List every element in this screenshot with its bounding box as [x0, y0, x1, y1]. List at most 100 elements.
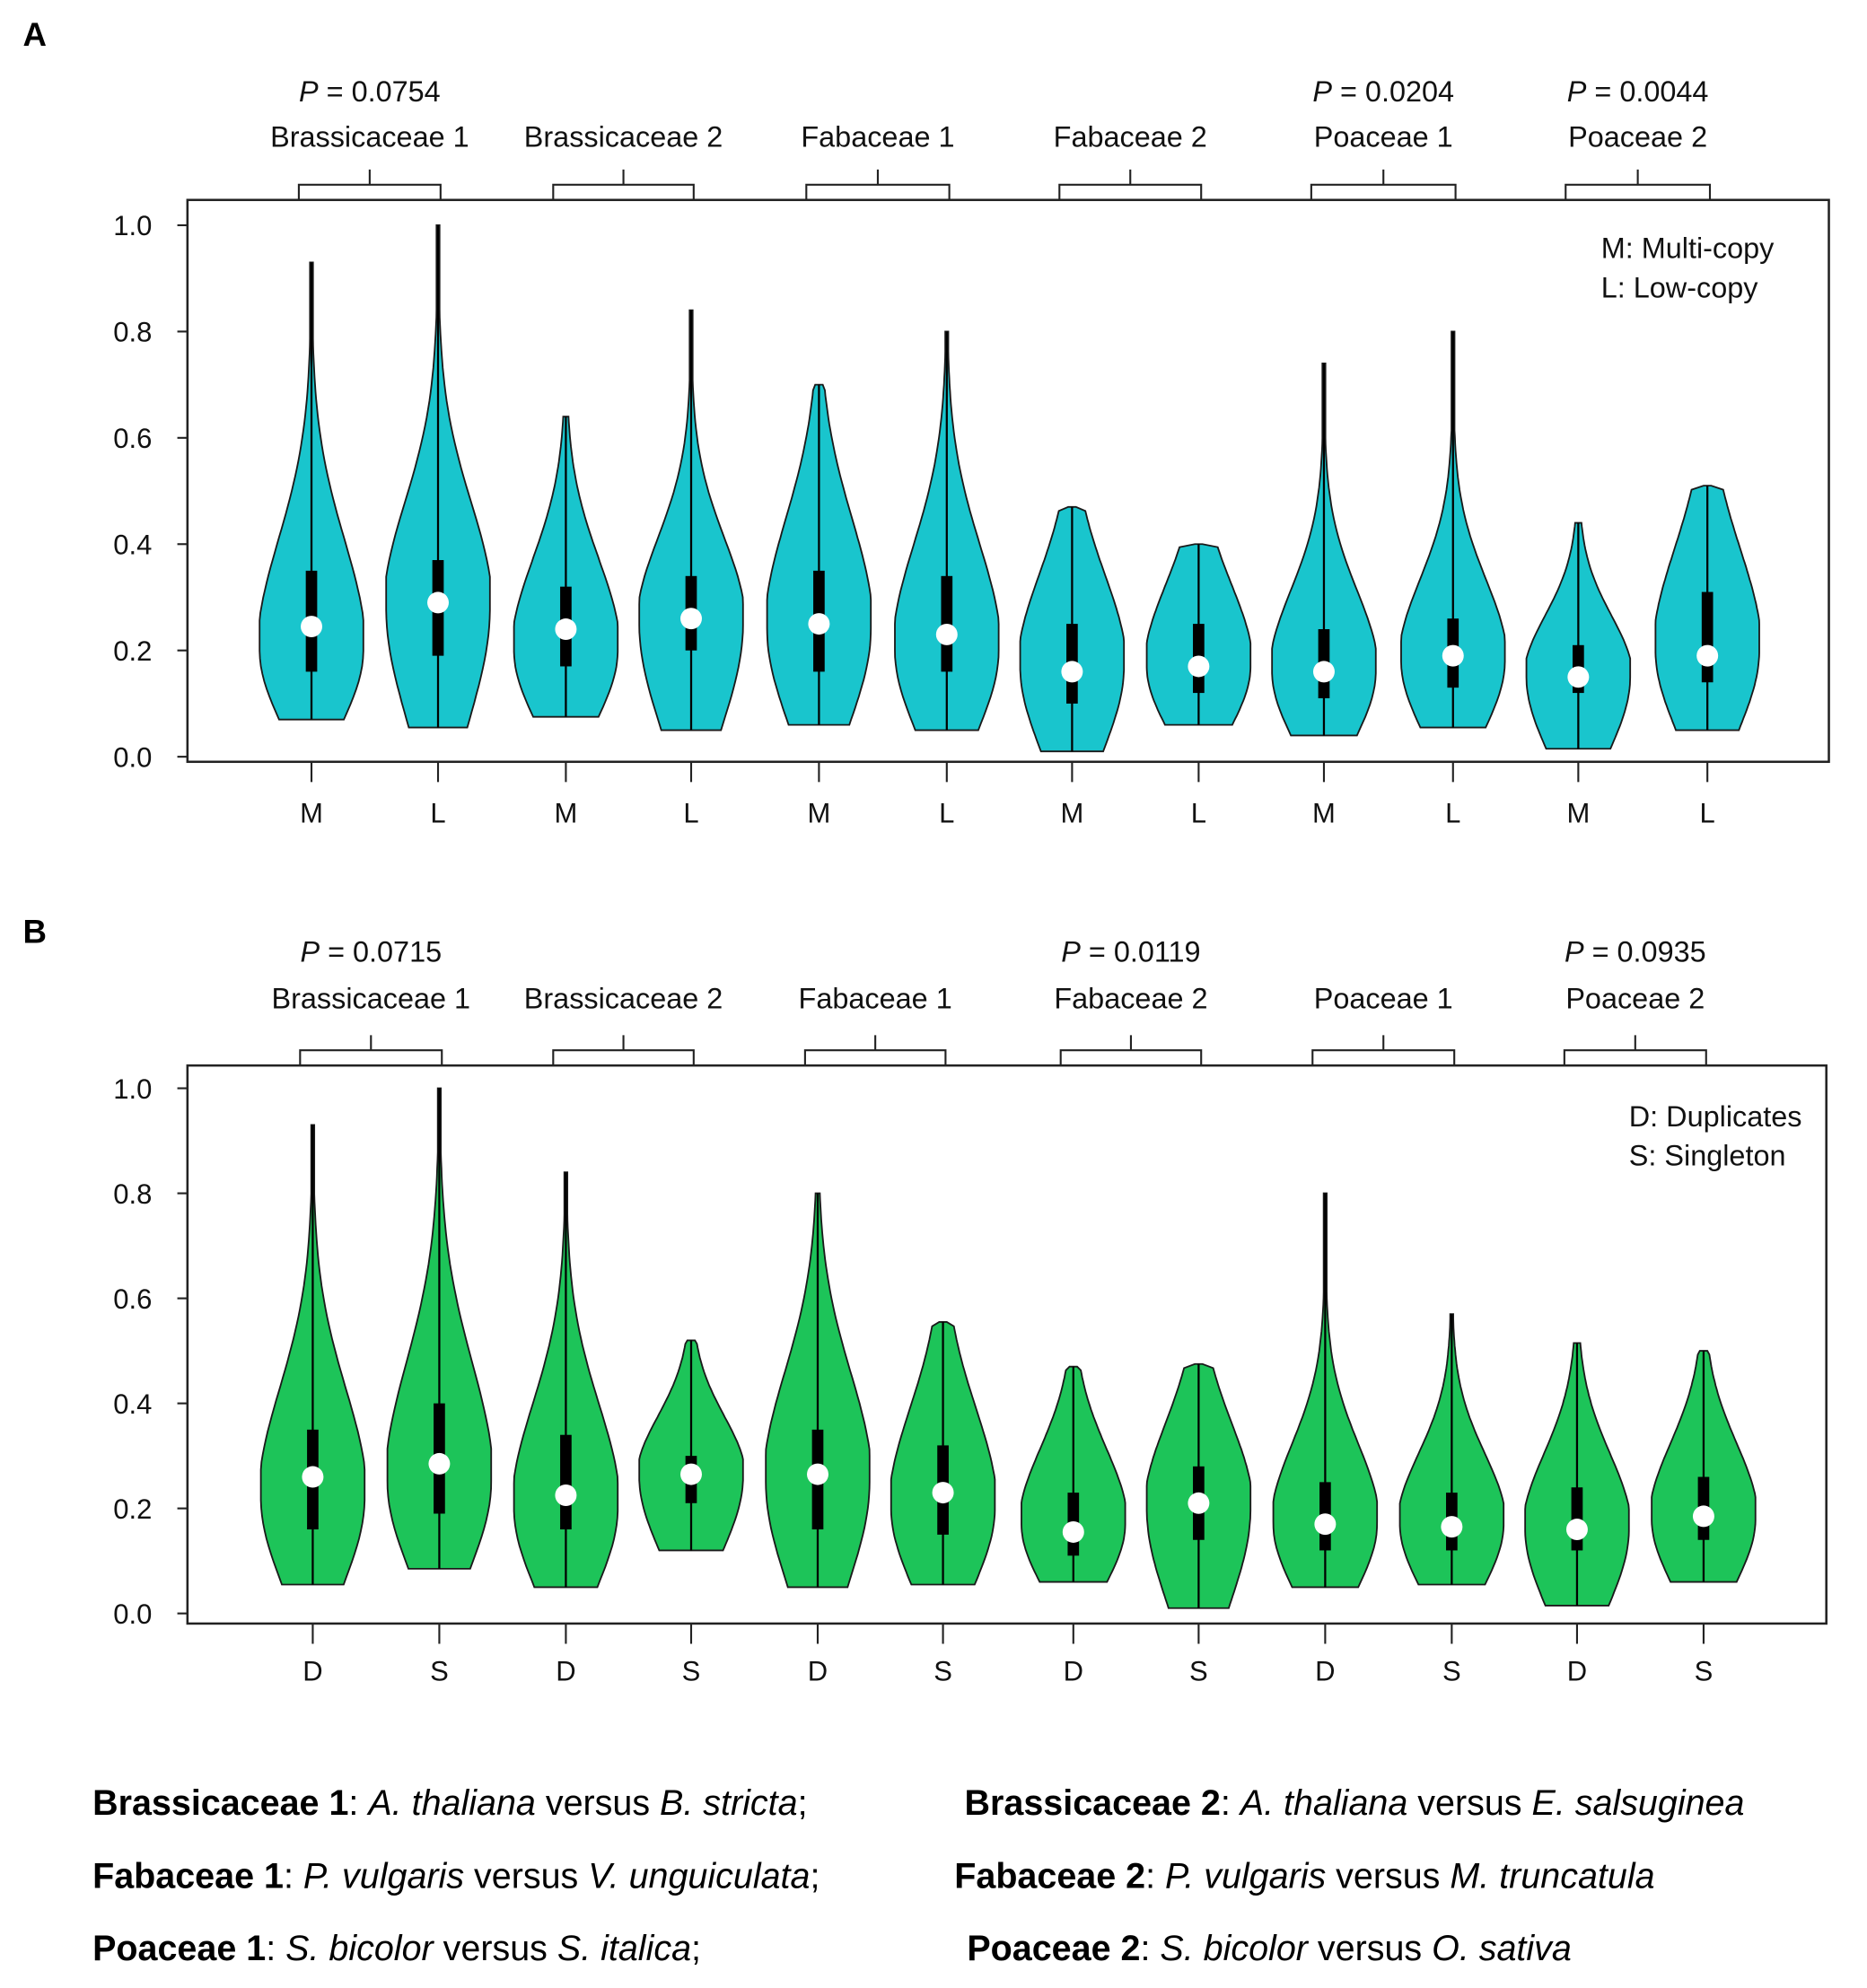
p-value-label: P = 0.0044 — [1567, 75, 1709, 108]
median-dot — [1567, 666, 1590, 688]
group-bracket — [297, 169, 442, 200]
y-tick-label: 0.2 — [113, 635, 152, 667]
iqr-box — [1701, 591, 1714, 683]
plot-frame — [186, 1064, 1828, 1625]
median-dot — [1441, 1516, 1463, 1538]
footnote-1: Brassicaceae 2: A. thaliana versus E. sa… — [965, 1783, 1745, 1823]
footnote-3: Fabaceae 2: P. vulgaris versus M. trunca… — [954, 1857, 1654, 1896]
x-tick-label: S — [1442, 1655, 1461, 1686]
y-tick-label: 0.0 — [113, 1598, 152, 1630]
x-tick-label: D — [1315, 1655, 1335, 1686]
group-bracket — [552, 169, 695, 200]
violin-9 — [1272, 1192, 1379, 1589]
median-dot — [1314, 1513, 1337, 1536]
group-bracket — [803, 1035, 947, 1066]
x-tick-label: L — [939, 797, 954, 828]
x-tick-label: S — [1695, 1655, 1714, 1686]
violin-7 — [1021, 1365, 1126, 1583]
panel-a: A 0.0 0.2 0.4 0.6 0.8 1.0 M: Multi-copy L: Low-c… — [23, 16, 1830, 828]
group-label: Poaceae 2 — [1568, 121, 1707, 153]
x-tick-label: S — [1189, 1655, 1208, 1686]
median-dot — [427, 591, 449, 614]
median-dot — [1312, 661, 1335, 683]
x-tick-label: M — [1060, 797, 1083, 828]
violin-1 — [259, 1124, 366, 1586]
x-tick-label: D — [808, 1655, 828, 1686]
violin-12 — [1654, 485, 1760, 731]
violin-4 — [638, 1339, 744, 1552]
y-tick-label: 1.0 — [113, 1073, 152, 1105]
x-tick-label: L — [1445, 797, 1460, 828]
legend-entry: D: Duplicates — [1629, 1100, 1802, 1133]
group-bracket — [1311, 1035, 1456, 1066]
group-label: Brassicaceae 1 — [272, 983, 471, 1015]
y-tick-label: 0.2 — [113, 1493, 152, 1525]
iqr-box — [560, 1434, 572, 1530]
violin-6 — [890, 1321, 996, 1586]
x-tick-label: M — [555, 797, 578, 828]
violin-4 — [638, 309, 744, 731]
median-dot — [555, 1484, 577, 1506]
x-tick-label: S — [682, 1655, 701, 1686]
violin-8 — [1145, 1362, 1252, 1609]
group-label: Fabaceae 1 — [801, 121, 954, 153]
violin-5 — [765, 1192, 871, 1589]
y-tick-label: 0.6 — [113, 1283, 152, 1315]
violin-3 — [513, 1171, 619, 1589]
x-tick-label: M — [1312, 797, 1336, 828]
legend-entry: S: Singleton — [1629, 1140, 1786, 1172]
plot-frame — [186, 198, 1830, 764]
violin-2 — [385, 224, 491, 729]
x-tick-label: D — [1064, 1655, 1083, 1686]
x-tick-label: L — [430, 797, 445, 828]
group-label: Brassicaceae 2 — [524, 983, 723, 1015]
group-label: Brassicaceae 2 — [524, 121, 723, 153]
group-bracket — [1310, 169, 1457, 200]
x-tick-label: D — [1567, 1655, 1587, 1686]
x-tick-label: L — [1191, 797, 1206, 828]
p-value-label: P = 0.0119 — [1061, 936, 1200, 968]
group-bracket — [1058, 169, 1203, 200]
group-label: Brassicaceae 1 — [270, 121, 469, 153]
violin-3 — [513, 416, 619, 718]
y-tick-label: 0.4 — [113, 530, 152, 561]
violin-10 — [1400, 330, 1506, 729]
p-value-label: P = 0.0935 — [1565, 936, 1706, 968]
violin-12 — [1651, 1350, 1757, 1583]
y-tick-label: 0.8 — [113, 317, 152, 348]
median-dot — [680, 608, 702, 630]
violin-5 — [766, 383, 872, 726]
y-tick-label: 1.0 — [113, 210, 152, 241]
x-tick-label: M — [807, 797, 830, 828]
median-dot — [1442, 644, 1464, 667]
group-label: Fabaceae 2 — [1054, 121, 1207, 153]
p-value-label: P = 0.0754 — [299, 75, 441, 108]
violin-7 — [1019, 505, 1126, 753]
x-tick-label: S — [430, 1655, 449, 1686]
violin-10 — [1398, 1313, 1505, 1586]
violin-11 — [1524, 1342, 1630, 1607]
violin-6 — [894, 330, 1000, 731]
median-dot — [680, 1463, 702, 1485]
median-dot — [807, 1463, 828, 1485]
group-bracket — [299, 1035, 443, 1066]
p-value-label: P = 0.0204 — [1312, 75, 1454, 108]
y-tick-label: 0.0 — [113, 741, 152, 773]
median-dot — [935, 623, 958, 645]
group-label: Poaceae 1 — [1314, 121, 1453, 153]
x-tick-label: L — [1700, 797, 1715, 828]
violin-8 — [1145, 543, 1252, 726]
legend-entry: M: Multi-copy — [1601, 232, 1775, 265]
group-bracket — [805, 169, 951, 200]
median-dot — [1061, 661, 1083, 683]
median-dot — [1565, 1519, 1588, 1541]
violin-11 — [1525, 521, 1632, 750]
median-dot — [1696, 644, 1719, 667]
median-dot — [301, 616, 323, 638]
median-dot — [555, 618, 577, 641]
violin-9 — [1271, 363, 1377, 737]
footnote-2: Fabaceae 1: P. vulgaris versus V. unguic… — [92, 1857, 820, 1896]
footnotes: Brassicaceae 1: A. thaliana versus B. st… — [92, 1783, 1744, 1968]
group-bracket — [1563, 1035, 1707, 1066]
